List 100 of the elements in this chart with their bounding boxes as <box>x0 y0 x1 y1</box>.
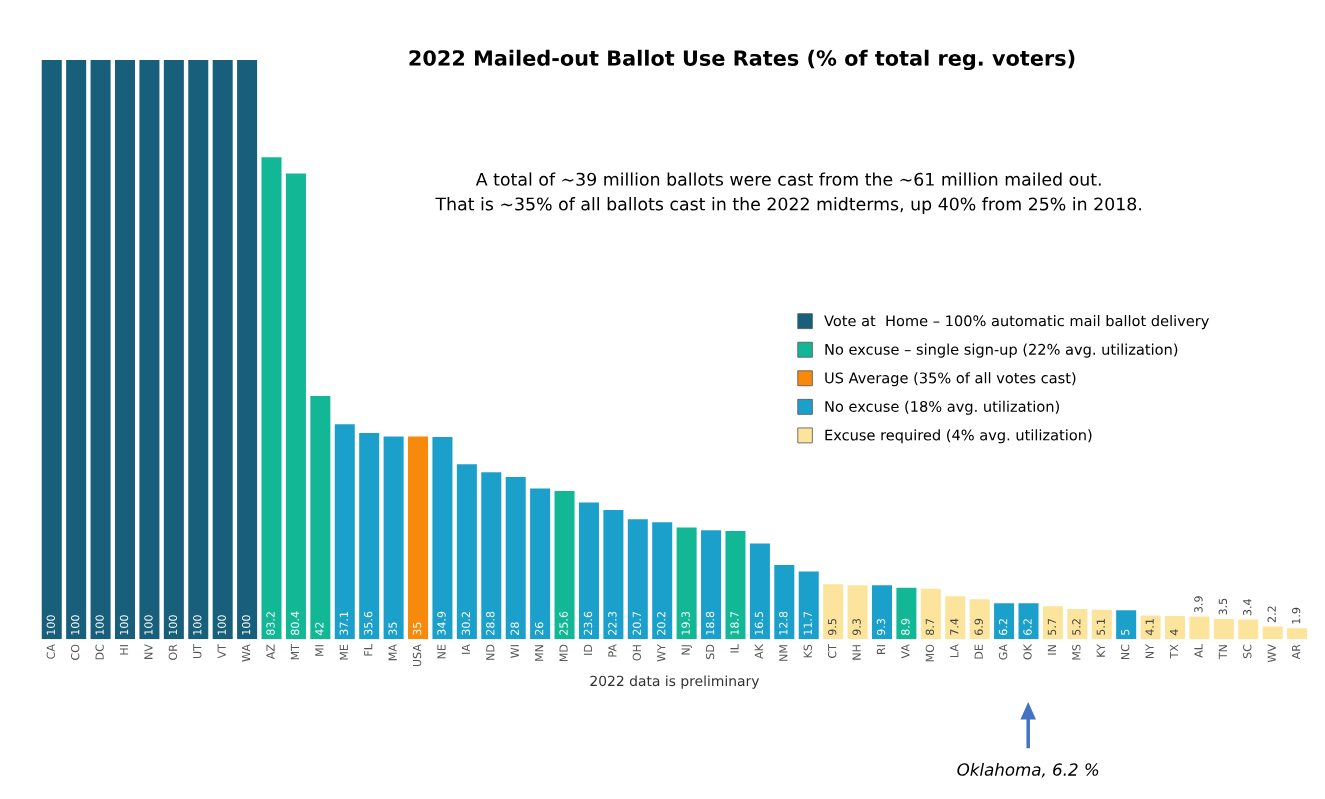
x-tick-label: GA <box>998 644 1008 660</box>
x-tick-label: WY <box>657 644 666 662</box>
data-label: 6.2 <box>1023 619 1032 635</box>
bar <box>554 490 575 640</box>
bar <box>627 519 648 640</box>
x-tick-label: AR <box>1292 644 1301 660</box>
x-tick-label: NC <box>1120 644 1130 660</box>
x-tick-label: ME <box>339 644 348 660</box>
data-label: 100 <box>168 615 178 635</box>
data-label: 35.6 <box>364 611 373 635</box>
bar <box>1238 619 1259 640</box>
bar <box>603 510 624 640</box>
data-label: 8.7 <box>925 619 935 635</box>
x-axis-title: 2022 data is preliminary <box>590 675 760 689</box>
bar <box>481 472 502 640</box>
bar <box>871 585 892 640</box>
bar <box>456 464 477 640</box>
bar <box>798 571 819 640</box>
bar <box>994 603 1015 640</box>
data-label: 18.8 <box>705 611 715 635</box>
x-tick-label: FL <box>364 644 373 656</box>
bar <box>676 527 697 640</box>
bar <box>383 436 404 640</box>
x-tick-label: SC <box>1243 644 1252 659</box>
x-tick-label: SD <box>705 644 715 659</box>
bar <box>823 584 844 640</box>
x-tick-label: USA <box>412 644 422 667</box>
data-label: 4.1 <box>1145 619 1154 636</box>
data-label: 12.8 <box>779 611 788 635</box>
x-tick-label: CT <box>827 644 837 658</box>
data-label: 1.9 <box>1291 607 1301 624</box>
data-label: 35 <box>412 622 422 635</box>
x-tick-label: LA <box>950 644 959 658</box>
bar <box>1140 615 1161 640</box>
bar <box>334 424 355 640</box>
data-label: 34.9 <box>437 611 446 635</box>
bar <box>261 157 282 640</box>
data-label: 22.3 <box>608 611 617 635</box>
x-tick-label: NH <box>852 645 861 660</box>
data-label: 80.4 <box>290 611 300 635</box>
bar <box>1213 618 1234 640</box>
data-label: 20.7 <box>632 611 642 635</box>
data-label: 28 <box>510 622 519 635</box>
bar <box>359 432 380 640</box>
chart-title: 2022 Mailed-out Ballot Use Rates (% of total reg. voters) <box>409 49 1075 71</box>
x-tick-label: TN <box>1218 645 1227 660</box>
legend-label: US Average (35% of all votes cast) <box>825 372 1076 387</box>
x-tick-label: AZ <box>266 644 275 660</box>
data-label: 2.2 <box>1267 606 1276 623</box>
x-tick-label: OR <box>168 644 178 660</box>
x-tick-label: VT <box>217 644 226 659</box>
bar <box>1262 626 1283 640</box>
bar <box>896 587 917 640</box>
bar <box>1287 628 1308 640</box>
data-label: 5.2 <box>1072 619 1081 635</box>
bar <box>725 530 746 640</box>
x-tick-label: TX <box>1169 644 1179 659</box>
data-label: 19.3 <box>681 611 690 635</box>
x-tick-label: IN <box>1047 645 1056 655</box>
data-label: 37.1 <box>339 612 348 635</box>
x-tick-label: WI <box>510 645 519 658</box>
data-label: 25.6 <box>559 611 568 635</box>
data-label: 100 <box>241 615 251 635</box>
x-tick-label: NM <box>779 645 788 661</box>
data-label: 100 <box>46 615 55 635</box>
bar <box>188 59 209 640</box>
x-tick-label: NY <box>1145 644 1154 659</box>
x-tick-label: ND <box>486 644 495 660</box>
data-label: 5 <box>1121 629 1130 635</box>
bar <box>163 59 184 640</box>
x-tick-label: PA <box>608 644 617 657</box>
data-label: 3.9 <box>1194 596 1203 613</box>
bar <box>115 59 136 640</box>
text: A total of ~39 million ballots were cast from the ~61 million mailed out. That is ~35% of all ballots cast in the 2022 midterms, up 40% from 25% in 2018. <box>435 172 1141 214</box>
data-label: 26 <box>534 622 544 635</box>
data-label: 100 <box>217 615 226 635</box>
bar <box>701 530 722 640</box>
legend-label: No excuse – single sign-up (22% avg. utilization) <box>825 343 1178 358</box>
x-tick-label: MA <box>388 644 397 661</box>
x-tick-label: CO <box>70 644 80 660</box>
bar <box>1116 610 1137 640</box>
x-tick-label: CA <box>46 644 55 659</box>
legend-label: Excuse required (4% avg. utilization) <box>825 429 1092 444</box>
bar <box>1018 603 1039 640</box>
bar <box>285 173 306 640</box>
data-label: 9.5 <box>827 619 837 636</box>
x-tick-label: NV <box>144 644 153 659</box>
bar <box>41 59 62 640</box>
bar <box>774 565 795 640</box>
data-label: 18.7 <box>730 611 739 635</box>
bar <box>505 477 526 640</box>
x-tick-label: AL <box>1194 644 1203 658</box>
bar <box>578 502 599 640</box>
data-label: 100 <box>70 615 80 635</box>
bar <box>1042 606 1063 640</box>
bar <box>1164 616 1186 640</box>
bar <box>945 596 966 640</box>
x-tick-label: VA <box>901 644 910 659</box>
data-label: 6.2 <box>998 619 1008 635</box>
x-tick-label: DC <box>95 644 104 660</box>
